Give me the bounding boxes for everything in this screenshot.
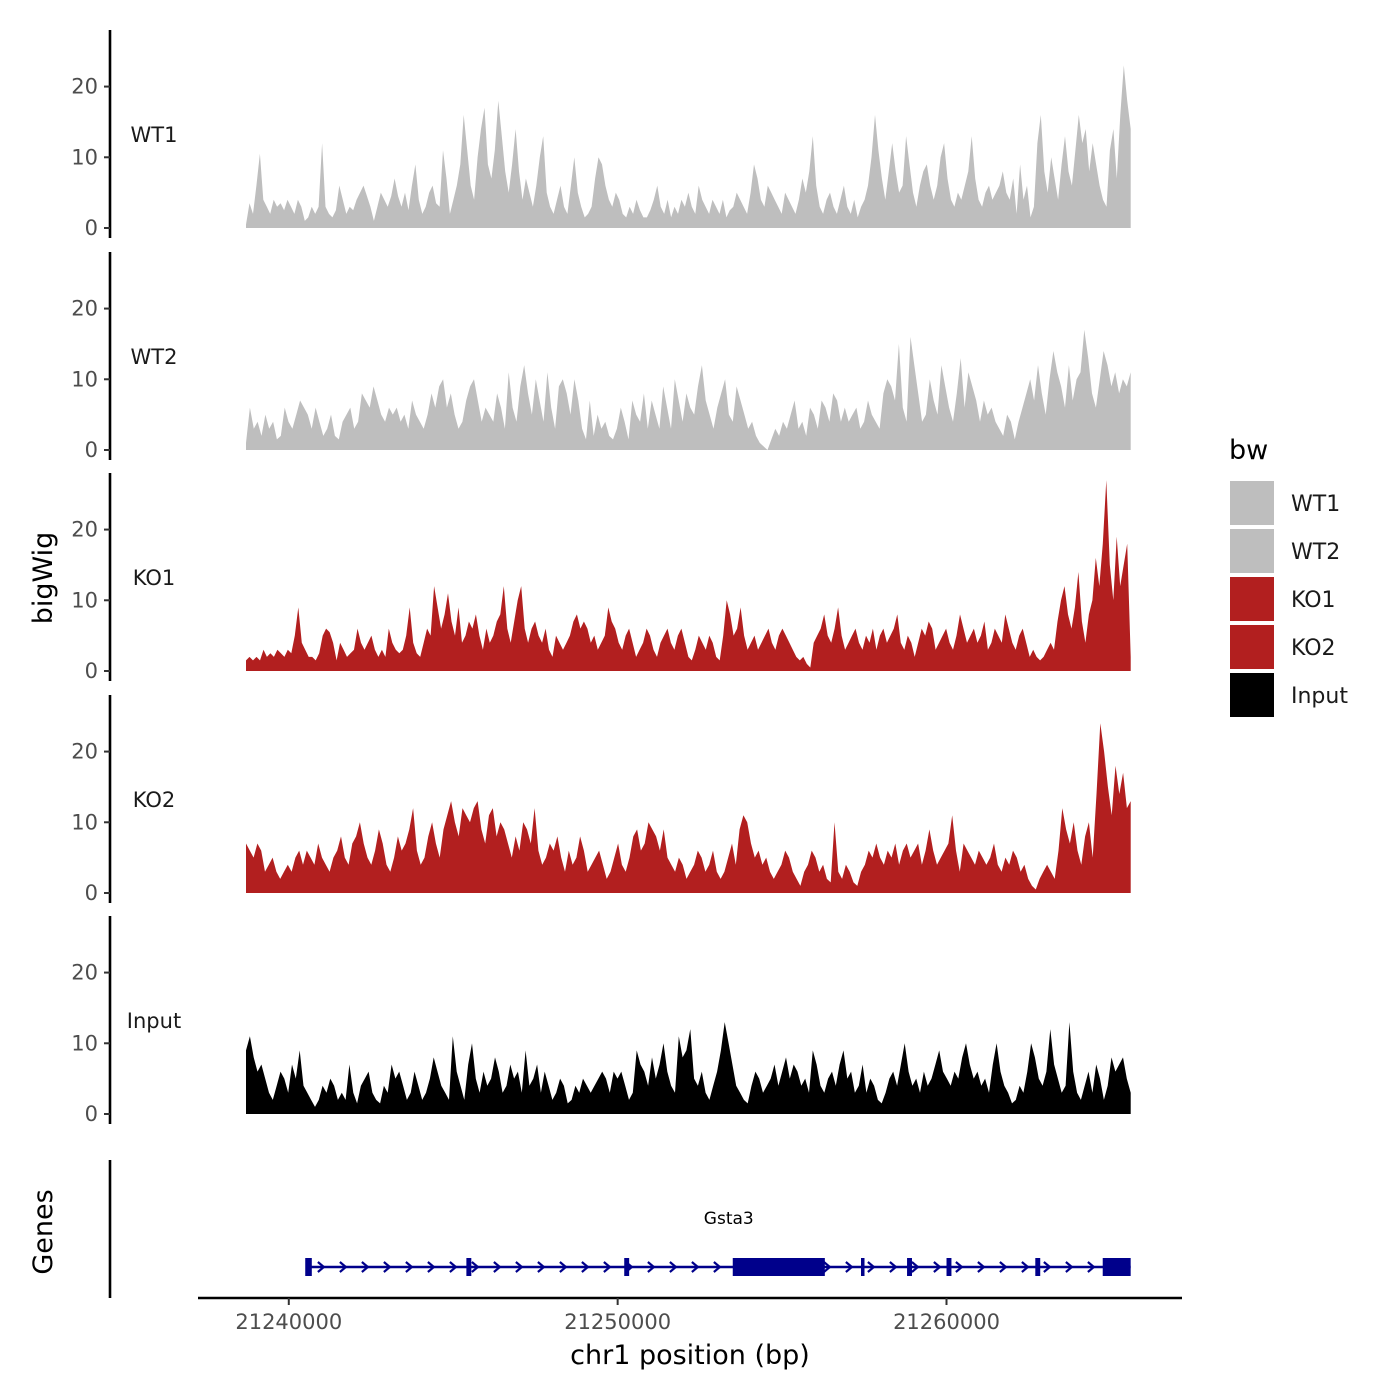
- y-tick-label-0: 0: [85, 1102, 98, 1126]
- strand-arrow: [515, 1261, 524, 1273]
- gene-gsta3: Gsta3: [305, 1209, 1131, 1276]
- strand-arrow: [383, 1261, 392, 1273]
- gene-exon: [305, 1258, 312, 1276]
- legend-label-input: Input: [1291, 684, 1348, 709]
- strand-arrow: [867, 1261, 876, 1273]
- y-tick-label-10: 10: [71, 367, 98, 391]
- strand-arrow: [603, 1261, 612, 1273]
- track-label-wt2: WT2: [131, 345, 178, 369]
- gene-exon: [946, 1258, 952, 1276]
- strand-arrow: [427, 1261, 436, 1273]
- legend-label-wt1: WT1: [1291, 492, 1340, 517]
- track-wt1: 0 10 20 WT1: [71, 30, 1131, 240]
- strand-arrow: [845, 1261, 854, 1273]
- gene-exon: [732, 1258, 825, 1276]
- strand-arrow: [1021, 1261, 1030, 1273]
- strand-arrow: [317, 1261, 326, 1273]
- strand-arrow: [339, 1261, 348, 1273]
- strand-arrow: [713, 1261, 722, 1273]
- track-label-wt1: WT1: [131, 123, 178, 147]
- y-tick-label-10: 10: [71, 145, 98, 169]
- legend-swatch-ko1: [1230, 577, 1274, 621]
- strand-arrow: [1043, 1261, 1052, 1273]
- gene-exon: [861, 1258, 865, 1276]
- x-tick-label-21240000: 21240000: [235, 1310, 342, 1334]
- y-tick-label-20: 20: [71, 961, 98, 985]
- strand-arrow: [1087, 1261, 1096, 1273]
- x-tick-label-21250000: 21250000: [564, 1310, 671, 1334]
- track-label-ko1: KO1: [133, 566, 176, 590]
- strand-arrow: [911, 1261, 920, 1273]
- strand-arrow: [537, 1261, 546, 1273]
- strand-arrow: [471, 1261, 480, 1273]
- strand-arrow: [1065, 1261, 1074, 1273]
- x-tick-label-21260000: 21260000: [893, 1310, 1000, 1334]
- legend-swatch-wt1: [1230, 481, 1274, 525]
- strand-arrow: [669, 1261, 678, 1273]
- gene-exon: [907, 1258, 912, 1276]
- x-axis: 21240000 21250000 21260000: [198, 1296, 1182, 1334]
- gene-exon: [1035, 1258, 1041, 1276]
- strand-arrow: [647, 1261, 656, 1273]
- y-tick-label-20: 20: [71, 518, 98, 542]
- strand-arrow: [977, 1261, 986, 1273]
- area-wt1: [246, 65, 1131, 229]
- strand-arrow: [493, 1261, 502, 1273]
- y-tick-label-20: 20: [71, 75, 98, 99]
- legend: bw WT1 WT2 KO1 KO2 Input: [1229, 435, 1348, 717]
- legend-swatch-input: [1230, 673, 1274, 717]
- genes-axis-title: Genes: [28, 1189, 59, 1274]
- genes-panel: Gsta3: [108, 1160, 1131, 1298]
- track-wt2: 0 10 20 WT2: [71, 252, 1131, 462]
- bigwig-tracks: 0 10 20 WT1 0 10 20 WT2 0 10 20 KO1 0 10 20 KO2 0 10 20 Inp…: [71, 30, 1131, 1126]
- area-ko2: [246, 723, 1131, 893]
- strand-arrow: [955, 1261, 964, 1273]
- legend-label-ko1: KO1: [1291, 588, 1336, 613]
- gene-exon: [1102, 1258, 1131, 1276]
- track-ko1: 0 10 20 KO1: [71, 473, 1131, 683]
- gene-label: Gsta3: [704, 1209, 754, 1229]
- y-tick-label-20: 20: [71, 740, 98, 764]
- track-label-ko2: KO2: [133, 788, 176, 812]
- area-ko1: [246, 480, 1131, 671]
- gene-exon: [624, 1258, 630, 1276]
- y-axis-title: bigWig: [28, 532, 59, 625]
- legend-swatch-wt2: [1230, 529, 1274, 573]
- legend-title: bw: [1229, 435, 1268, 466]
- strand-arrow: [691, 1261, 700, 1273]
- gene-exon: [466, 1258, 472, 1276]
- y-tick-label-10: 10: [71, 810, 98, 834]
- strand-arrow: [559, 1261, 568, 1273]
- legend-label-wt2: WT2: [1291, 540, 1340, 565]
- strand-arrow: [999, 1261, 1008, 1273]
- track-ko2: 0 10 20 KO2: [71, 695, 1131, 905]
- y-tick-label-0: 0: [85, 216, 98, 240]
- y-tick-label-0: 0: [85, 659, 98, 683]
- strand-arrow: [361, 1261, 370, 1273]
- legend-swatch-ko2: [1230, 625, 1274, 669]
- legend-label-ko2: KO2: [1291, 636, 1336, 661]
- y-tick-label-0: 0: [85, 881, 98, 905]
- strand-arrow: [889, 1261, 898, 1273]
- area-input: [246, 1022, 1131, 1114]
- strand-arrow: [933, 1261, 942, 1273]
- strand-arrow: [405, 1261, 414, 1273]
- area-wt2: [246, 329, 1131, 450]
- track-label-input: Input: [127, 1009, 181, 1033]
- y-tick-label-0: 0: [85, 438, 98, 462]
- y-tick-label-20: 20: [71, 297, 98, 321]
- strand-arrow: [581, 1261, 590, 1273]
- strand-arrow: [823, 1261, 832, 1273]
- y-tick-label-10: 10: [71, 588, 98, 612]
- strand-arrow: [449, 1261, 458, 1273]
- x-axis-title: chr1 position (bp): [570, 1340, 810, 1371]
- track-input: 0 10 20 Input: [71, 916, 1131, 1126]
- y-tick-label-10: 10: [71, 1031, 98, 1055]
